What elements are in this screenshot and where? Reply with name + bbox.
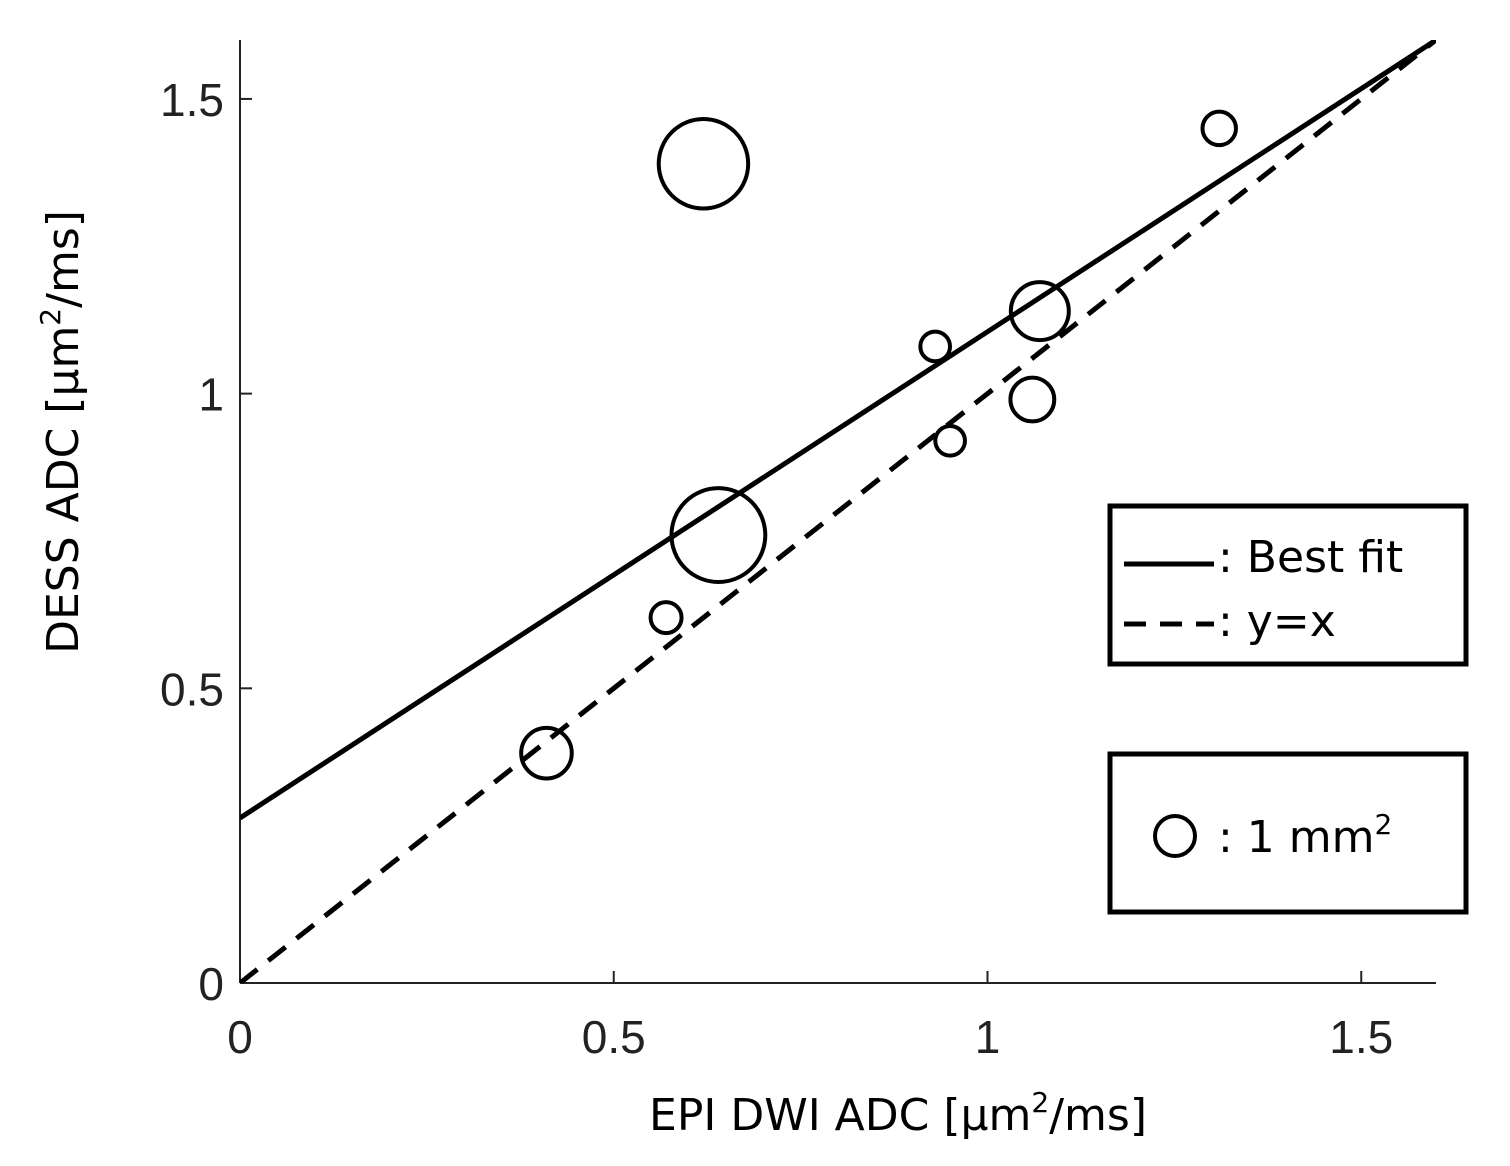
y-axis-label-sup: 2 xyxy=(34,308,67,326)
x-tick-label: 1.5 xyxy=(1329,1011,1393,1063)
identity-line xyxy=(240,40,1436,983)
y-tick-label: 0 xyxy=(198,958,224,1010)
data-point xyxy=(519,725,574,781)
x-tick-label: 0 xyxy=(227,1011,253,1063)
y-axis-label-prefix: DESS ADC [μm xyxy=(38,326,89,654)
plot-area xyxy=(239,40,1436,984)
x-tick-label: 0.5 xyxy=(582,1011,646,1063)
axis-ticks: 0 0.5 1 1.5 0 0.5 1 1.5 xyxy=(160,74,1393,1063)
x-axis-label: EPI DWI ADC [μm2/ms] xyxy=(649,1086,1147,1141)
data-point xyxy=(1200,109,1238,148)
data-point xyxy=(1008,375,1057,424)
data-point xyxy=(648,600,684,636)
size-legend-box xyxy=(1107,751,1469,915)
x-axis-label-prefix: EPI DWI ADC [μm xyxy=(649,1090,1031,1141)
data-point xyxy=(933,423,967,458)
size-legend-circle-icon xyxy=(1153,814,1197,858)
data-point xyxy=(669,486,768,584)
x-tick-label: 1 xyxy=(975,1011,1001,1063)
data-point xyxy=(918,329,953,364)
y-axis-label-suffix: /ms] xyxy=(38,210,89,308)
size-legend: : 1 mm2 xyxy=(1107,751,1469,915)
line-legend: : Best fit : y=x xyxy=(1107,503,1469,667)
line-legend-box xyxy=(1107,503,1469,667)
data-point xyxy=(656,117,751,211)
legend-entry-y-equals-x: : y=x xyxy=(1218,596,1336,647)
legend-entry-best-fit: : Best fit xyxy=(1218,532,1403,583)
size-legend-label-sup: 2 xyxy=(1375,808,1393,841)
size-legend-label-prefix: : 1 mm xyxy=(1218,812,1375,863)
y-axis-label: DESS ADC [μm2/ms] xyxy=(34,210,89,654)
x-axis-label-suffix: /ms] xyxy=(1049,1090,1147,1141)
y-tick-label: 0.5 xyxy=(160,663,224,715)
data-point xyxy=(1008,280,1071,343)
x-axis-label-sup: 2 xyxy=(1031,1086,1049,1119)
size-legend-label: : 1 mm2 xyxy=(1218,808,1392,863)
y-tick-label: 1.5 xyxy=(160,74,224,126)
best-fit-line xyxy=(240,40,1436,821)
y-tick-label: 1 xyxy=(198,369,224,421)
